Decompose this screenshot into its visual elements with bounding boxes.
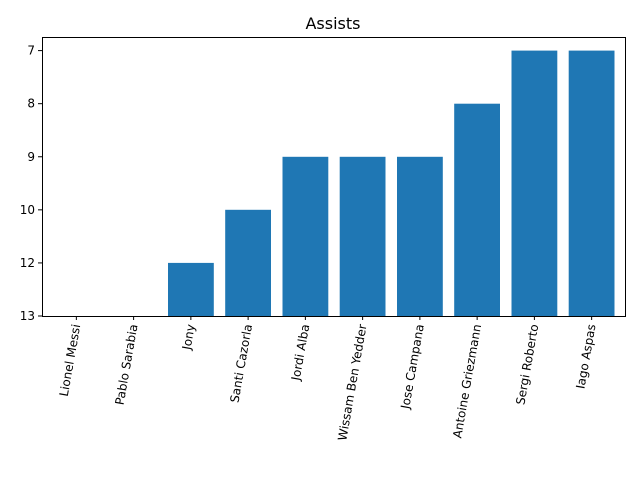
y-tick-label-4: 8	[27, 97, 35, 111]
x-tick-label-1: Pablo Sarabia	[113, 323, 141, 406]
bars-group	[168, 50, 615, 316]
x-tick-label-7: Antoine Griezmann	[450, 323, 484, 439]
x-tick-label-9: Iago Aspas	[573, 323, 598, 390]
chart-title: Assists	[305, 14, 360, 33]
bar-5	[339, 156, 386, 316]
bar-2	[168, 262, 214, 316]
bar-8	[511, 50, 558, 316]
x-tick-label-4: Jordi Alba	[288, 323, 312, 382]
bar-4	[282, 156, 329, 316]
y-tick-label-2: 10	[20, 203, 35, 217]
plot-frame	[42, 37, 626, 317]
x-tick-label-8: Sergi Roberto	[513, 323, 541, 406]
bar-6	[397, 156, 443, 316]
x-tick-label-3: Santi Cazorla	[227, 323, 255, 404]
x-tick-label-5: Wissam Ben Yedder	[335, 323, 369, 442]
x-tick-label-0: Lionel Messi	[57, 323, 83, 397]
x-tick-label-2: Jony	[179, 323, 197, 352]
x-tick-label-6: Jose Campana	[398, 323, 427, 411]
x-axis-ticks: Lionel Messi Pablo Sarabia Jony Santi Cazor…	[57, 316, 599, 442]
y-axis-ticks: 13 12 10 9 8 7	[20, 44, 42, 323]
y-tick-label-3: 9	[27, 150, 35, 164]
bar-7	[454, 103, 500, 316]
y-tick-label-0: 13	[20, 309, 35, 323]
bar-9	[568, 50, 615, 316]
bar-3	[225, 209, 271, 316]
y-tick-label-1: 12	[20, 256, 35, 270]
y-tick-label-5: 7	[27, 44, 35, 58]
